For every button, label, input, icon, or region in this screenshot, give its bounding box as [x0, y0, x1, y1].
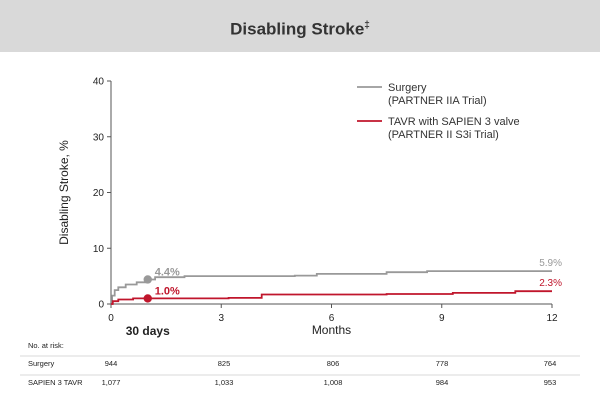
risk-value-surgery-0: 944 — [105, 359, 118, 368]
surgery-30day-label: 4.4% — [155, 266, 180, 278]
risk-value-surgery-3: 778 — [436, 359, 449, 368]
x-tick-label-2: 6 — [329, 313, 335, 324]
x-tick-label-4: 12 — [546, 313, 558, 324]
tavr-30day-label: 1.0% — [155, 285, 180, 297]
page-title: Disabling Stroke‡ — [0, 0, 600, 52]
risk-value-surgery-1: 825 — [218, 359, 231, 368]
tavr-legend-sublabel: (PARTNER II S3i Trial) — [388, 129, 499, 141]
x-tick-label-0: 0 — [108, 313, 114, 324]
tavr-series-line — [111, 290, 552, 305]
y-axis-title: Disabling Stroke, % — [57, 140, 71, 245]
x-axis-title: Months — [312, 323, 351, 337]
surgery-30day-point — [143, 275, 152, 284]
risk-value-tavr-1: 1,033 — [215, 378, 234, 387]
risk-value-tavr-0: 1,077 — [102, 378, 121, 387]
risk-row-label-surgery: Surgery — [28, 359, 55, 368]
tavr-legend-label: TAVR with SAPIEN 3 valve — [388, 116, 520, 128]
risk-table-title: No. at risk: — [28, 341, 64, 350]
y-tick-label-2: 20 — [93, 188, 105, 199]
risk-value-tavr-3: 984 — [436, 378, 449, 387]
risk-value-tavr-2: 1,008 — [324, 378, 343, 387]
risk-row-label-tavr: SAPIEN 3 TAVR — [28, 378, 83, 387]
surgery-12month-label: 5.9% — [539, 258, 562, 269]
surgery-legend-label: Surgery — [388, 82, 427, 94]
tavr-12month-label: 2.3% — [539, 278, 562, 289]
surgery-legend-sublabel: (PARTNER IIA Trial) — [388, 95, 487, 107]
y-tick-label-3: 30 — [93, 132, 105, 143]
x-tick-label-3: 9 — [439, 313, 445, 324]
x-tick-label-1: 3 — [218, 313, 224, 324]
y-tick-label-1: 10 — [93, 244, 105, 255]
header-bar: Disabling Stroke‡ — [0, 0, 600, 52]
tavr-30day-point — [143, 294, 152, 303]
thirty-day-marker-label: 30 days — [126, 324, 170, 338]
title-footnote-mark: ‡ — [364, 20, 370, 31]
y-tick-label-0: 0 — [98, 300, 104, 311]
y-tick-label-4: 40 — [93, 77, 105, 88]
title-text: Disabling Stroke — [230, 19, 365, 39]
risk-value-tavr-4: 953 — [544, 378, 557, 387]
risk-value-surgery-2: 806 — [327, 359, 340, 368]
risk-value-surgery-4: 764 — [544, 359, 557, 368]
